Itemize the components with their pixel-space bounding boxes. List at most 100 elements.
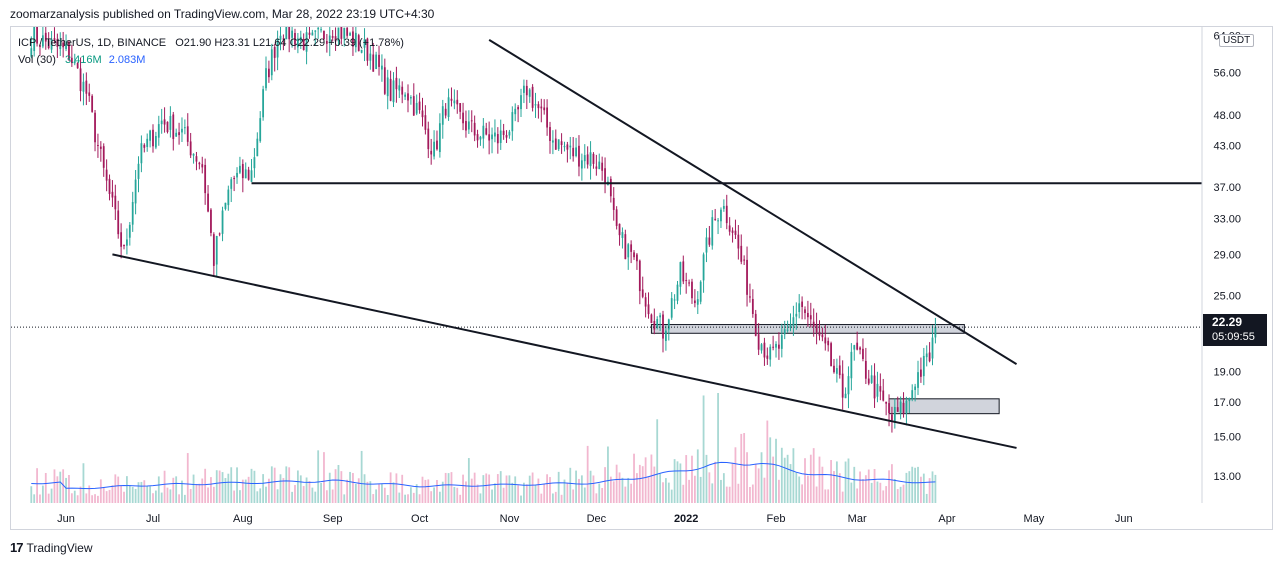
- candle-body: [902, 402, 905, 414]
- candle-body: [560, 141, 563, 146]
- chart-frame[interactable]: [10, 26, 1273, 530]
- volume-bar: [792, 448, 795, 503]
- candle-body: [549, 127, 551, 141]
- volume-bar: [311, 487, 314, 503]
- volume-bar: [905, 472, 908, 503]
- candle-body: [314, 30, 317, 32]
- volume-bar: [294, 485, 296, 503]
- candle-body: [128, 224, 131, 238]
- candle-body: [922, 355, 925, 377]
- volume-bar: [534, 484, 537, 503]
- volume-bar: [250, 468, 253, 503]
- candle-body: [818, 331, 821, 336]
- candle-body: [56, 39, 59, 47]
- upper-descending-trendline[interactable]: [488, 39, 1018, 365]
- candle-body: [172, 114, 175, 140]
- volume-bar: [270, 466, 273, 503]
- y-tick-label: 15.00: [1213, 432, 1241, 444]
- volume-bar: [152, 493, 154, 503]
- currency-selector[interactable]: USDT: [1219, 34, 1255, 47]
- candle-body: [824, 337, 827, 344]
- volume-label[interactable]: Vol (30): [18, 54, 56, 66]
- candle-body: [812, 321, 815, 327]
- candle-body: [563, 146, 566, 148]
- candle-body: [644, 297, 647, 307]
- volume-bar: [470, 478, 473, 503]
- candle-body: [294, 32, 296, 45]
- volume-bar: [383, 487, 386, 503]
- candle-body: [465, 121, 467, 131]
- volume-bar: [120, 485, 123, 503]
- candle-body: [82, 81, 85, 92]
- candle-body: [746, 259, 748, 295]
- volume-bar: [166, 487, 169, 503]
- symbol-label[interactable]: ICP / TetherUS, 1D, BINANCE: [18, 37, 167, 49]
- candle-body: [36, 27, 38, 44]
- volume-bar: [607, 446, 609, 503]
- volume-bar: [273, 467, 276, 503]
- candle-body: [302, 38, 305, 50]
- volume-bar: [917, 466, 919, 503]
- candle-body: [91, 95, 94, 112]
- candle-body: [841, 373, 844, 398]
- candle-body: [772, 346, 775, 348]
- volume-bar: [395, 473, 398, 503]
- candle-body: [934, 327, 937, 338]
- candle-body: [528, 89, 531, 97]
- candle-body: [444, 108, 447, 116]
- candle-body: [279, 35, 282, 40]
- y-tick-label: 33.00: [1213, 214, 1241, 226]
- candle-body: [114, 195, 117, 210]
- volume-bar: [876, 481, 879, 503]
- volume-bar: [268, 478, 270, 503]
- volume-bar: [543, 484, 546, 503]
- volume-bar: [844, 461, 847, 503]
- volume-bar: [33, 494, 36, 503]
- volume-bar: [737, 483, 740, 503]
- candle-body: [691, 281, 693, 299]
- volume-bar: [398, 492, 401, 503]
- candle-body: [146, 138, 149, 147]
- candle-body: [389, 78, 392, 101]
- volume-bar: [134, 488, 137, 503]
- volume-bar: [441, 481, 444, 503]
- volume-bar: [806, 475, 809, 503]
- candle-body: [670, 298, 673, 318]
- lower-descending-trendline[interactable]: [112, 253, 1017, 449]
- candle-body: [850, 351, 853, 379]
- volume-bar: [247, 476, 250, 503]
- y-tick-label: 13.00: [1213, 471, 1241, 483]
- volume-bar: [88, 485, 91, 503]
- candle-body: [352, 31, 354, 47]
- volume-bar: [627, 477, 630, 503]
- volume-bar: [922, 473, 925, 503]
- candle-body: [195, 156, 198, 162]
- candle-body: [679, 262, 682, 287]
- candle-body: [665, 330, 667, 341]
- candle-body: [381, 65, 383, 70]
- candle-body: [920, 369, 922, 377]
- volume-bar: [476, 484, 479, 503]
- candle-body: [882, 390, 885, 401]
- volume-bar: [749, 487, 751, 503]
- candle-body: [728, 225, 731, 232]
- volume-bar: [711, 483, 714, 503]
- candle-body: [131, 202, 134, 225]
- volume-bar: [728, 486, 731, 503]
- candle-body: [372, 54, 375, 72]
- volume-bar: [389, 472, 392, 503]
- candle-body: [430, 150, 433, 155]
- candle-body: [418, 101, 421, 111]
- candle-body: [227, 189, 230, 206]
- volume-bar: [809, 454, 812, 503]
- tradingview-logo[interactable]: 17 TradingView: [10, 540, 93, 555]
- volume-bar: [409, 487, 412, 503]
- candle-body: [809, 315, 812, 320]
- candle-body: [688, 282, 690, 284]
- volume-bar: [212, 486, 215, 503]
- candle-body: [253, 157, 256, 169]
- candle-body: [247, 169, 250, 180]
- volume-bar: [551, 493, 554, 503]
- volume-bar: [354, 483, 357, 503]
